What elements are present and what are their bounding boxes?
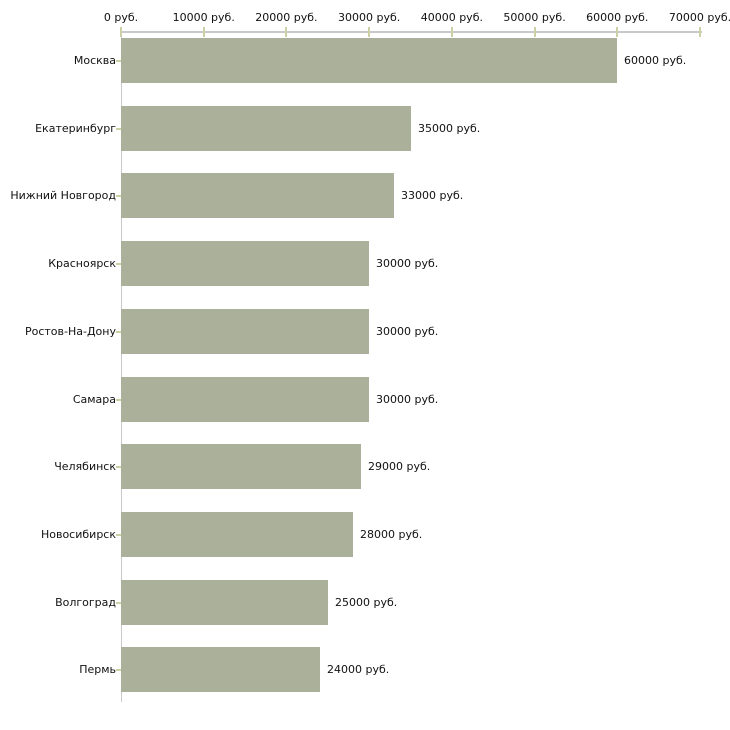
bar-row: Самара 30000 руб. [0,377,730,422]
x-axis-tick-label: 30000 руб. [338,11,401,24]
category-label: Нижний Новгород [10,189,116,202]
bar-value-label: 30000 руб. [376,393,439,406]
x-axis-tick-mark [533,27,536,37]
x-axis-tick-label: 40000 руб. [420,11,483,24]
x-axis-tick-mark [368,27,371,37]
category-label: Пермь [79,663,116,676]
x-axis-line [121,31,702,33]
bar [121,309,369,354]
x-axis-tick-mark [120,27,122,37]
x-axis-tick-label: 20000 руб. [255,11,318,24]
x-axis-tick-mark [616,27,619,37]
bar [121,377,369,422]
y-axis-tick-mark [116,330,121,333]
x-axis-tick-mark [450,27,453,37]
bar-row: Пермь 24000 руб. [0,647,730,692]
x-axis-tick-mark [699,27,701,37]
bar [121,580,328,625]
bar-row: Ростов-На-Дону 30000 руб. [0,309,730,354]
category-label: Волгоград [55,596,116,609]
x-axis-tick-label: 50000 руб. [503,11,566,24]
bar [121,647,320,692]
bar-value-label: 35000 руб. [418,122,481,135]
category-label: Самара [72,393,116,406]
category-label: Челябинск [54,460,116,473]
y-axis-line [121,31,122,702]
x-axis-tick-mark [202,27,205,37]
bar-value-label: 29000 руб. [368,460,431,473]
y-axis-tick-mark [116,668,121,671]
y-axis-tick-mark [116,465,121,468]
bar-value-label: 30000 руб. [376,325,439,338]
bar [121,444,361,489]
bar-row: Волгоград 25000 руб. [0,580,730,625]
bar-row: Нижний Новгород 33000 руб. [0,173,730,218]
bar [121,106,411,151]
bar-value-label: 30000 руб. [376,257,439,270]
category-label: Москва [73,54,116,67]
y-axis-tick-mark [116,398,121,401]
x-axis-tick-label: 70000 руб. [668,11,730,24]
x-axis-tick-mark [285,27,288,37]
y-axis-tick-mark [116,533,121,536]
bar-row: Екатеринбург 35000 руб. [0,106,730,151]
bar [121,38,617,83]
y-axis-tick-mark [116,127,121,130]
y-axis-tick-mark [116,194,121,197]
bar-row: Новосибирск 28000 руб. [0,512,730,557]
x-axis-tick-label: 0 руб. [103,11,139,24]
bar [121,512,353,557]
bar [121,173,394,218]
bar-value-label: 24000 руб. [327,663,390,676]
bar-value-label: 33000 руб. [401,189,464,202]
category-label: Красноярск [48,257,116,270]
bar-value-label: 60000 руб. [624,54,687,67]
category-label: Екатеринбург [35,122,116,135]
bar-value-label: 25000 руб. [335,596,398,609]
x-axis-tick-label: 60000 руб. [586,11,649,24]
y-axis-tick-mark [116,59,121,62]
bar-value-label: 28000 руб. [360,528,423,541]
category-label: Ростов-На-Дону [24,325,116,338]
bar [121,241,369,286]
y-axis-tick-mark [116,262,121,265]
bar-row: Москва 60000 руб. [0,38,730,83]
category-label: Новосибирск [40,528,116,541]
x-axis-tick-label: 10000 руб. [172,11,235,24]
bar-row: Челябинск 29000 руб. [0,444,730,489]
bar-row: Красноярск 30000 руб. [0,241,730,286]
y-axis-tick-mark [116,601,121,604]
